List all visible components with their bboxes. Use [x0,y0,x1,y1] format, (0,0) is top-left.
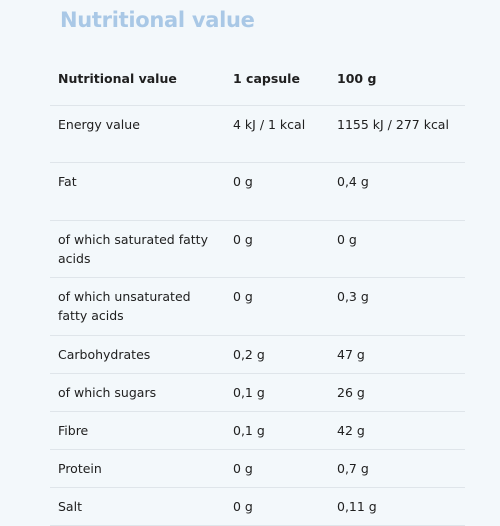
value-per-100g: 26 g [329,373,465,412]
value-per-100g: 0,4 g [329,162,465,221]
value-per-100g: 0 g [329,220,465,278]
table-row: Energy value 4 kJ / 1 kcal 1155 kJ / 277… [50,105,465,163]
value-per-100g: 0,3 g [329,277,465,336]
value-per-capsule: 0 g [225,487,329,526]
nutrient-name: Energy value [50,105,225,163]
nutrient-name: of which saturated fatty acids [50,220,225,278]
nutrient-name: of which unsaturated fatty acids [50,277,225,336]
value-per-capsule: 0,1 g [225,373,329,412]
value-per-capsule: 0 g [225,277,329,336]
value-per-capsule: 0 g [225,449,329,488]
table-row: Carbohydrates 0,2 g 47 g [50,335,465,374]
value-per-capsule: 0 g [225,220,329,278]
nutrient-name: Salt [50,487,225,526]
table-row: of which sugars 0,1 g 26 g [50,373,465,412]
column-header-per-100g: 100 g [329,58,465,106]
table-header-row: Nutritional value 1 capsule 100 g [50,58,465,106]
nutrient-name: Carbohydrates [50,335,225,374]
nutrition-table: Nutritional value 1 capsule 100 g Energy… [50,58,465,526]
value-per-capsule: 4 kJ / 1 kcal [225,105,329,163]
nutrient-name: Protein [50,449,225,488]
value-per-100g: 0,11 g [329,487,465,526]
table-row: Fat 0 g 0,4 g [50,162,465,221]
table-row: Protein 0 g 0,7 g [50,449,465,488]
page-title: Nutritional value [60,8,255,32]
value-per-100g: 0,7 g [329,449,465,488]
table-row: of which unsaturated fatty acids 0 g 0,3… [50,277,465,336]
table-row: Fibre 0,1 g 42 g [50,411,465,450]
nutrient-name: of which sugars [50,373,225,412]
value-per-100g: 42 g [329,411,465,450]
value-per-100g: 47 g [329,335,465,374]
value-per-100g: 1155 kJ / 277 kcal [329,105,465,163]
nutrient-name: Fibre [50,411,225,450]
nutrient-name: Fat [50,162,225,221]
column-header-per-capsule: 1 capsule [225,58,329,106]
value-per-capsule: 0,2 g [225,335,329,374]
table-row: of which saturated fatty acids 0 g 0 g [50,220,465,278]
value-per-capsule: 0 g [225,162,329,221]
column-header-nutrient: Nutritional value [50,58,225,106]
table-row: Salt 0 g 0,11 g [50,487,465,526]
value-per-capsule: 0,1 g [225,411,329,450]
